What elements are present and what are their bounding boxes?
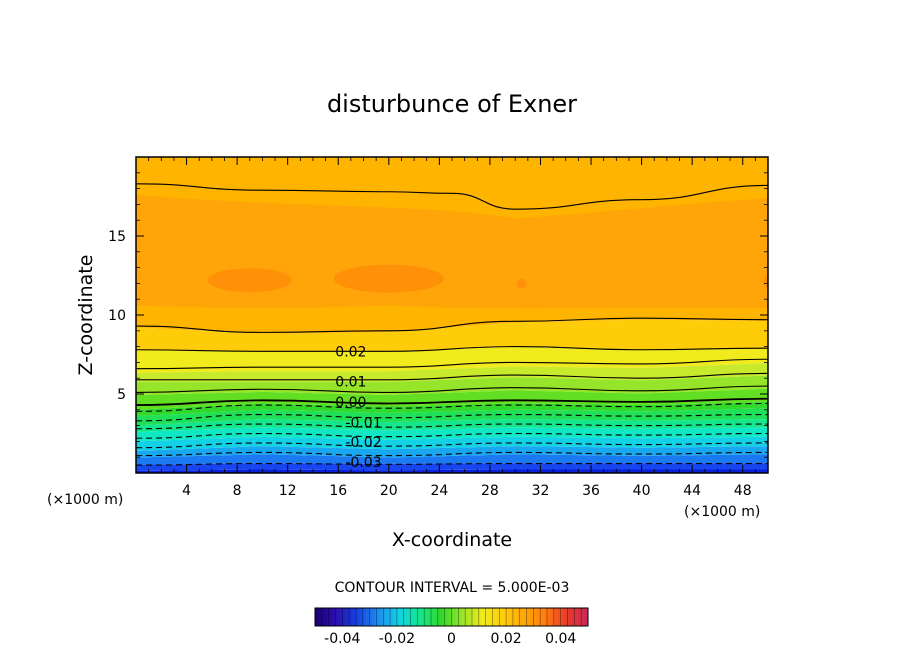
x-tick-label: 48 bbox=[734, 483, 752, 499]
colorbar-tick-label: 0.04 bbox=[545, 631, 576, 647]
contour-label: -0.01 bbox=[345, 415, 381, 431]
fill-band bbox=[136, 427, 768, 442]
contour-line bbox=[136, 423, 768, 430]
x-unit-label-right: (×1000 m) bbox=[684, 504, 760, 520]
x-tick-label: 20 bbox=[380, 483, 398, 499]
fill-band bbox=[136, 408, 768, 426]
contour-interval-text: CONTOUR INTERVAL = 5.000E-03 bbox=[335, 580, 570, 596]
y-axis-title: Z-coordinate bbox=[75, 255, 97, 376]
x-tick-label: 40 bbox=[633, 483, 651, 499]
fill-band bbox=[136, 446, 768, 458]
fill-band bbox=[136, 388, 768, 410]
x-axis-ticks: 4 8 12 16 20 24 28 32 36 40 44 48 bbox=[148, 157, 756, 499]
plot-area: 0.02 0.01 0.00 -0.01 -0.02 -0.03 bbox=[136, 157, 768, 473]
contour-line bbox=[136, 442, 768, 449]
x-tick-label: 44 bbox=[683, 483, 701, 499]
colorbar-tick-label: 0 bbox=[447, 631, 456, 647]
x-tick-label: 28 bbox=[481, 483, 499, 499]
contour-label: 0.01 bbox=[335, 374, 366, 390]
fill-band bbox=[136, 346, 768, 373]
contour-label: -0.02 bbox=[345, 435, 381, 451]
colorbar-stripes bbox=[321, 608, 582, 626]
fill-band bbox=[136, 419, 768, 432]
shade-core bbox=[207, 268, 292, 293]
colorbar-tick-label: -0.04 bbox=[324, 631, 360, 647]
colorbar-tick-label: 0.02 bbox=[491, 631, 522, 647]
fill-band bbox=[136, 454, 768, 465]
x-tick-label: 24 bbox=[430, 483, 448, 499]
fill-band bbox=[136, 363, 768, 382]
colorbar: -0.04 -0.02 0 0.02 0.04 bbox=[314, 607, 589, 647]
fill-band bbox=[136, 401, 768, 417]
contour-line bbox=[136, 183, 768, 210]
contour-line bbox=[136, 317, 768, 333]
contour-line bbox=[136, 372, 768, 381]
y-tick-label: 5 bbox=[117, 387, 126, 403]
contour-line bbox=[136, 413, 768, 422]
colorbar-frame bbox=[314, 607, 589, 627]
fill-band bbox=[136, 463, 768, 472]
x-tick-label: 16 bbox=[329, 483, 347, 499]
x-tick-label: 36 bbox=[582, 483, 600, 499]
contour-line bbox=[136, 402, 768, 412]
fill-band bbox=[136, 436, 768, 451]
colorbar-ticks: -0.04 -0.02 0 0.02 0.04 bbox=[324, 631, 576, 647]
y-tick-label: 10 bbox=[108, 308, 126, 324]
shade-core bbox=[333, 264, 444, 293]
chart-title: disturbunce of Exner bbox=[327, 90, 577, 118]
fill-band bbox=[136, 319, 768, 352]
y-axis-ticks: 5 10 15 bbox=[108, 172, 768, 458]
contour-line bbox=[136, 346, 768, 352]
contour-line bbox=[136, 385, 768, 393]
shade-core bbox=[763, 275, 768, 288]
shade-layer bbox=[136, 194, 768, 309]
contour-label: 0.00 bbox=[335, 395, 366, 411]
shade-upper bbox=[136, 194, 768, 309]
contour-label: 0.02 bbox=[335, 344, 366, 360]
x-tick-label: 4 bbox=[182, 483, 191, 499]
contour-line bbox=[136, 397, 768, 406]
x-tick-label: 12 bbox=[279, 483, 297, 499]
contour-layer bbox=[136, 183, 768, 466]
y-tick-label: 15 bbox=[108, 229, 126, 245]
contour-line bbox=[136, 462, 768, 466]
contour-label: -0.03 bbox=[345, 455, 381, 471]
x-tick-label: 32 bbox=[532, 483, 550, 499]
contour-line bbox=[136, 451, 768, 457]
contour-line bbox=[136, 358, 768, 370]
contour-line bbox=[136, 432, 768, 439]
shade-core bbox=[516, 278, 527, 289]
colorbar-tick-label: -0.02 bbox=[379, 631, 415, 647]
x-unit-label-left: (×1000 m) bbox=[47, 492, 123, 508]
x-axis-title: X-coordinate bbox=[392, 529, 512, 551]
contour-label-layer: 0.02 0.01 0.00 -0.01 -0.02 -0.03 bbox=[335, 344, 381, 471]
x-tick-label: 8 bbox=[233, 483, 242, 499]
